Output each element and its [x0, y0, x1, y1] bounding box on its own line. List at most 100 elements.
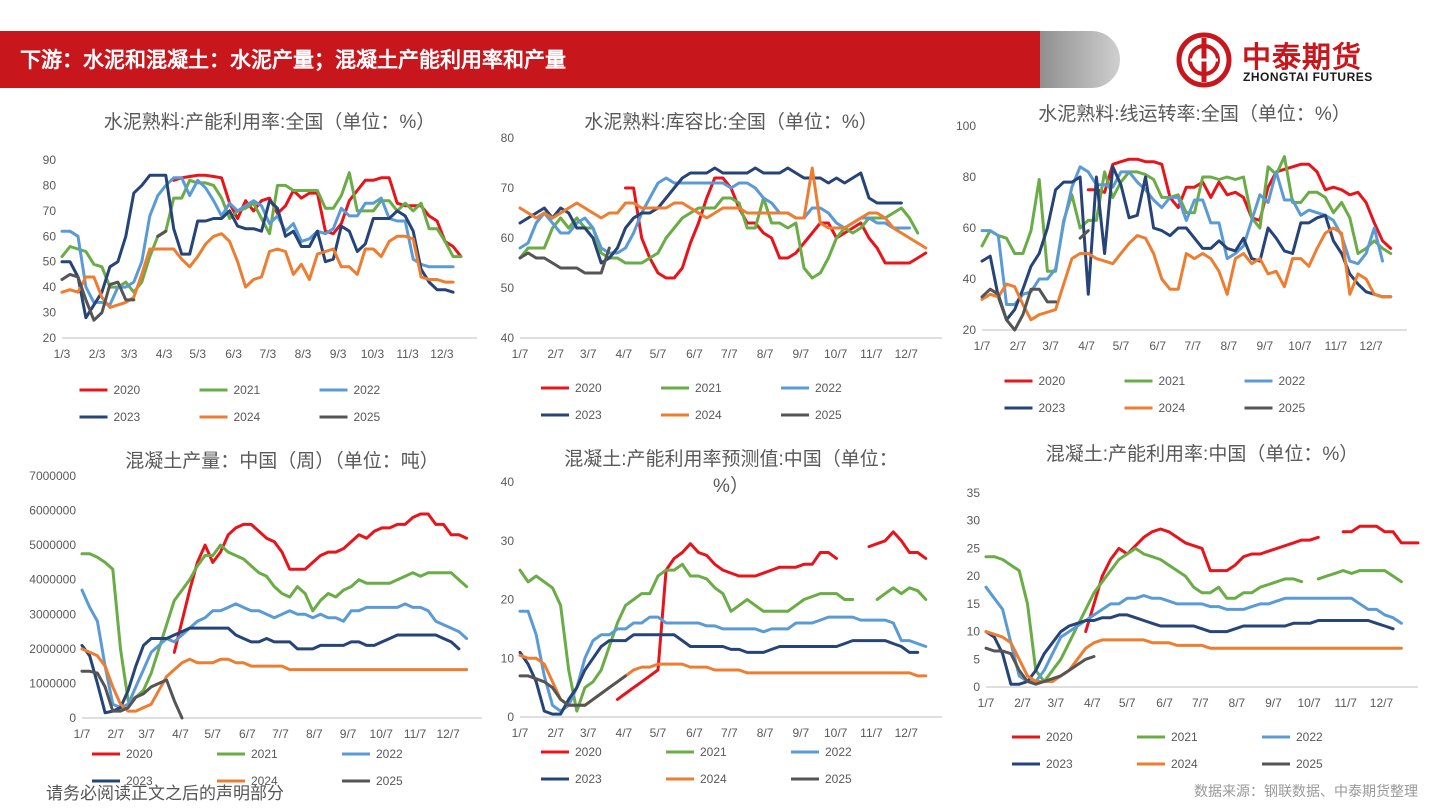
y-tick-label: 70 [501, 181, 515, 195]
series-line-2025 [80, 669, 184, 720]
y-tick-label: 40 [43, 280, 57, 294]
y-tick-label: 100 [956, 119, 976, 133]
x-tick-label: 4/7 [616, 347, 633, 361]
y-tick-label: 30 [967, 514, 981, 528]
series-line-2023 [518, 166, 903, 265]
chart-title: 混凝土:产能利用率:中国（单位：%） [1046, 443, 1358, 465]
x-tick-label: 2/7 [547, 726, 564, 740]
y-tick-label: 0 [973, 680, 980, 694]
chart-title: 混凝土产量：中国（周）（单位：吨） [125, 450, 439, 472]
x-tick-label: 10/7 [1297, 696, 1321, 710]
x-tick-label: 1/7 [74, 727, 91, 741]
x-tick-label: 11/3 [396, 347, 419, 361]
x-tick-label: 6/7 [1149, 339, 1166, 353]
legend-label-2021: 2021 [1171, 730, 1198, 744]
x-tick-label: 3/7 [580, 726, 597, 740]
x-tick-label: 6/7 [686, 726, 703, 740]
x-tick-label: 7/7 [1192, 696, 1209, 710]
x-tick-label: 4/3 [156, 347, 173, 361]
legend-label-2020: 2020 [126, 747, 153, 761]
x-tick-label: 2/7 [108, 727, 125, 741]
x-tick-label: 11/7 [860, 726, 883, 740]
y-tick-label: 4000000 [29, 573, 76, 587]
y-tick-label: 40 [963, 272, 977, 286]
x-tick-label: 11/7 [1325, 339, 1348, 353]
x-tick-label: 5/7 [204, 727, 221, 741]
zhongtai-logo-icon [1176, 32, 1232, 88]
x-tick-label: 1/7 [978, 696, 995, 710]
legend-label-2022: 2022 [1279, 374, 1306, 388]
chart-clinker-line-operating-rate: 水泥熟料:线运转率:全国（单位：%） 20 40 60 80 100 1/7 2/7 3/7 4/… [956, 103, 1407, 415]
series-line-2023 [60, 173, 455, 320]
legend-label-2022: 2022 [815, 381, 842, 395]
legend-label-2021: 2021 [234, 383, 261, 397]
y-tick-label: 30 [501, 534, 515, 548]
legend-label-2025: 2025 [825, 772, 852, 786]
y-tick-label: 40 [501, 331, 515, 345]
x-tick-label: 9/7 [1265, 696, 1282, 710]
y-tick-label: 60 [501, 231, 515, 245]
y-tick-label: 80 [501, 131, 515, 145]
chart-title: 水泥熟料:线运转率:全国（单位：%） [1038, 103, 1350, 125]
legend-label-2023: 2023 [575, 772, 602, 786]
y-tick-label: 10 [967, 625, 981, 639]
series-line-2024 [518, 166, 928, 250]
y-tick-label: 5 [973, 652, 980, 666]
y-tick-label: 6000000 [29, 504, 76, 518]
y-tick-label: 7000000 [29, 469, 76, 483]
series-line-2022 [60, 176, 455, 307]
x-tick-label: 10/7 [370, 727, 394, 741]
series-line-2025 [518, 674, 627, 707]
legend-label-2023: 2023 [1039, 401, 1066, 415]
y-tick-label: 60 [43, 229, 57, 243]
x-tick-label: 3/3 [121, 347, 138, 361]
x-tick-label: 10/7 [824, 347, 848, 361]
x-tick-label: 6/7 [1156, 696, 1173, 710]
logo-en-text: ZHONGTAI FUTURES [1243, 70, 1373, 84]
series-line-2025 [60, 229, 168, 322]
x-tick-label: 1/7 [512, 726, 529, 740]
page-title: 下游：水泥和混凝土：水泥产量；混凝土产能利用率和产量 [20, 48, 566, 72]
legend-label-2024: 2024 [695, 408, 722, 422]
series-line-2020 [172, 173, 463, 259]
y-tick-label: 3000000 [29, 607, 76, 621]
y-tick-label: 25 [967, 541, 981, 555]
series-line-2023 [980, 165, 1393, 322]
disclaimer-text: 请务必阅读正文之后的声明部分 [46, 784, 284, 804]
legend-label-2022: 2022 [354, 383, 381, 397]
x-tick-label: 4/7 [616, 726, 633, 740]
y-tick-label: 2000000 [29, 642, 76, 656]
y-tick-label: 20 [967, 569, 981, 583]
legend-label-2020: 2020 [1039, 374, 1066, 388]
x-tick-label: 9/7 [340, 727, 357, 741]
series-line-2021 [980, 155, 1393, 273]
x-tick-label: 9/7 [1256, 339, 1273, 353]
x-tick-label: 2/7 [1014, 696, 1031, 710]
legend-label-2024: 2024 [700, 772, 727, 786]
legend-label-2022: 2022 [376, 747, 403, 761]
legend-label-2025: 2025 [1296, 757, 1323, 771]
y-tick-label: 20 [963, 323, 977, 337]
x-tick-label: 5/7 [1119, 696, 1136, 710]
x-tick-label: 8/7 [306, 727, 323, 741]
x-tick-label: 7/7 [1185, 339, 1202, 353]
x-tick-label: 2/7 [1010, 339, 1027, 353]
x-tick-label: 12/7 [1359, 339, 1383, 353]
x-tick-label: 12/7 [1370, 696, 1394, 710]
series-line-2025 [984, 646, 1096, 686]
header-bar [0, 31, 1060, 88]
x-tick-label: 9/7 [792, 347, 809, 361]
x-tick-label: 1/7 [974, 339, 991, 353]
y-tick-label: 30 [43, 306, 57, 320]
x-tick-label: 9/7 [792, 726, 809, 740]
x-tick-label: 8/7 [1229, 696, 1246, 710]
y-tick-label: 70 [43, 204, 57, 218]
x-tick-label: 12/7 [895, 347, 919, 361]
y-tick-label: 20 [501, 593, 515, 607]
legend-label-2024: 2024 [1159, 401, 1186, 415]
series-line-2023 [80, 626, 461, 715]
series-line-2025 [518, 246, 611, 275]
x-tick-label: 1/7 [512, 347, 529, 361]
legend-label-2020: 2020 [1046, 730, 1073, 744]
